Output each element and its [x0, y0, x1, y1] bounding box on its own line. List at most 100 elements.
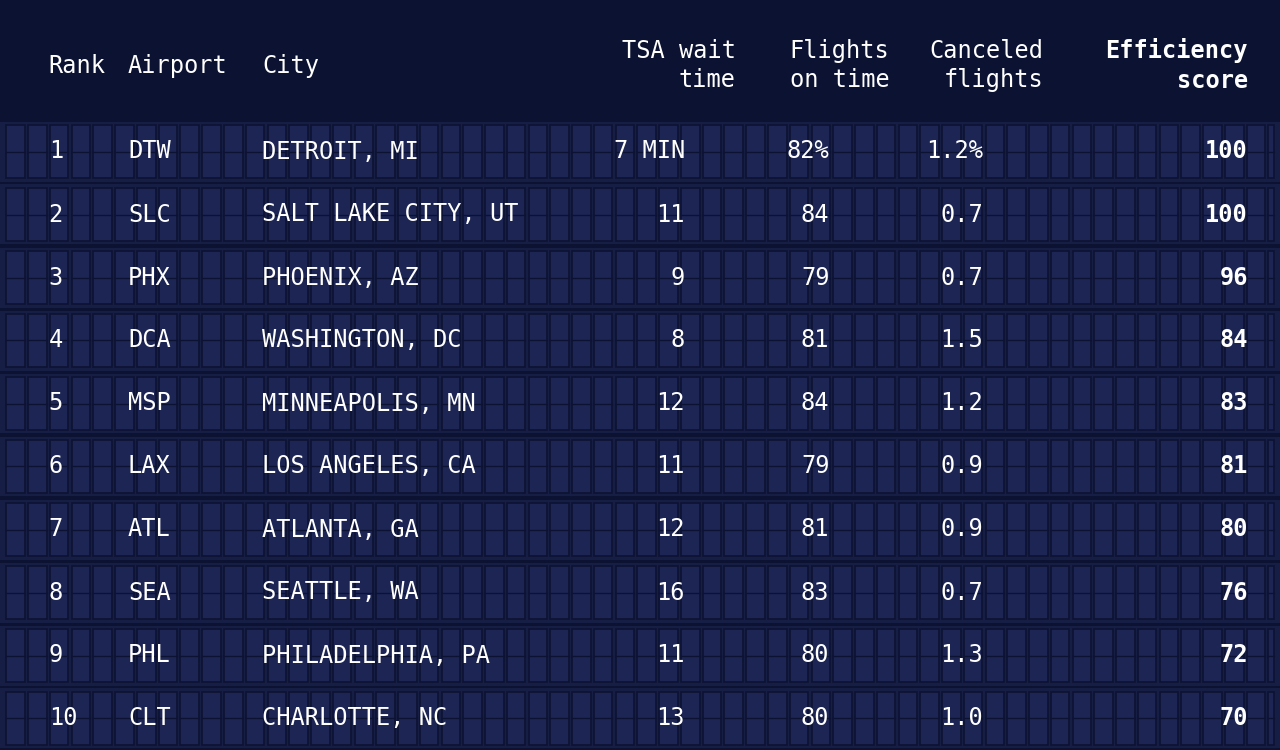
Bar — [202, 629, 221, 682]
Bar — [50, 503, 69, 556]
Bar — [550, 188, 570, 241]
Bar — [681, 629, 700, 682]
Bar — [50, 377, 69, 430]
Bar — [1051, 314, 1070, 367]
Bar — [724, 566, 744, 619]
Bar — [1029, 629, 1048, 682]
Bar — [1181, 503, 1201, 556]
Bar — [1116, 692, 1135, 745]
Bar — [1181, 377, 1201, 430]
Bar — [0, 500, 1280, 560]
Bar — [746, 629, 765, 682]
Bar — [1116, 629, 1135, 682]
Bar — [1007, 125, 1027, 178]
Bar — [529, 125, 548, 178]
Bar — [50, 314, 69, 367]
Bar — [1029, 377, 1048, 430]
Bar — [50, 566, 69, 619]
Bar — [1181, 188, 1201, 241]
Bar — [616, 251, 635, 304]
Bar — [333, 251, 352, 304]
Bar — [376, 377, 396, 430]
Bar — [507, 188, 526, 241]
Bar — [485, 251, 504, 304]
Bar — [72, 440, 90, 493]
Bar — [159, 629, 178, 682]
Bar — [1138, 377, 1157, 430]
Text: 100: 100 — [1206, 202, 1248, 226]
Bar — [289, 692, 308, 745]
Bar — [289, 125, 308, 178]
Bar — [507, 629, 526, 682]
Bar — [1181, 566, 1201, 619]
Bar — [724, 125, 744, 178]
Bar — [0, 184, 1280, 244]
Bar — [6, 377, 26, 430]
Text: 11: 11 — [657, 202, 685, 226]
Text: MSP: MSP — [128, 392, 170, 416]
Bar — [899, 314, 918, 367]
Bar — [311, 188, 330, 241]
Bar — [986, 377, 1005, 430]
Bar — [550, 314, 570, 367]
Bar — [1007, 440, 1027, 493]
Bar — [681, 566, 700, 619]
Bar — [1160, 188, 1179, 241]
Bar — [616, 566, 635, 619]
Bar — [986, 188, 1005, 241]
Bar — [768, 629, 787, 682]
Text: 76: 76 — [1220, 580, 1248, 604]
Bar — [1007, 377, 1027, 430]
Bar — [137, 503, 156, 556]
Bar — [72, 125, 90, 178]
Bar — [246, 566, 265, 619]
Bar — [1247, 566, 1266, 619]
Bar — [899, 188, 918, 241]
Bar — [986, 314, 1005, 367]
Text: 81: 81 — [801, 518, 829, 542]
Bar — [376, 503, 396, 556]
Bar — [398, 314, 417, 367]
Bar — [311, 377, 330, 430]
Bar — [659, 692, 678, 745]
Bar — [289, 503, 308, 556]
Bar — [899, 503, 918, 556]
Bar — [507, 251, 526, 304]
Bar — [28, 251, 47, 304]
Text: 4: 4 — [49, 328, 63, 352]
Text: SEA: SEA — [128, 580, 170, 604]
Bar — [746, 377, 765, 430]
Bar — [224, 251, 243, 304]
Bar — [550, 692, 570, 745]
Bar — [899, 125, 918, 178]
Text: PHX: PHX — [128, 266, 170, 290]
Bar — [246, 188, 265, 241]
Bar — [833, 692, 852, 745]
Text: 0.9: 0.9 — [941, 518, 983, 542]
Bar — [6, 440, 26, 493]
Bar — [920, 251, 940, 304]
Bar — [137, 566, 156, 619]
Bar — [355, 566, 374, 619]
Bar — [1029, 440, 1048, 493]
Bar — [572, 251, 591, 304]
Bar — [1160, 629, 1179, 682]
Bar — [920, 440, 940, 493]
Text: 1.0: 1.0 — [941, 706, 983, 730]
Text: PHOENIX, AZ: PHOENIX, AZ — [262, 266, 419, 290]
Bar — [768, 125, 787, 178]
Bar — [855, 125, 874, 178]
Text: 9: 9 — [671, 266, 685, 290]
Bar — [442, 566, 461, 619]
Bar — [1181, 440, 1201, 493]
Bar — [1051, 692, 1070, 745]
Bar — [115, 629, 134, 682]
Bar — [637, 188, 657, 241]
Bar — [637, 503, 657, 556]
Bar — [137, 188, 156, 241]
Bar — [115, 188, 134, 241]
Bar — [1094, 377, 1114, 430]
Bar — [93, 314, 113, 367]
Bar — [1181, 692, 1201, 745]
Bar — [572, 692, 591, 745]
